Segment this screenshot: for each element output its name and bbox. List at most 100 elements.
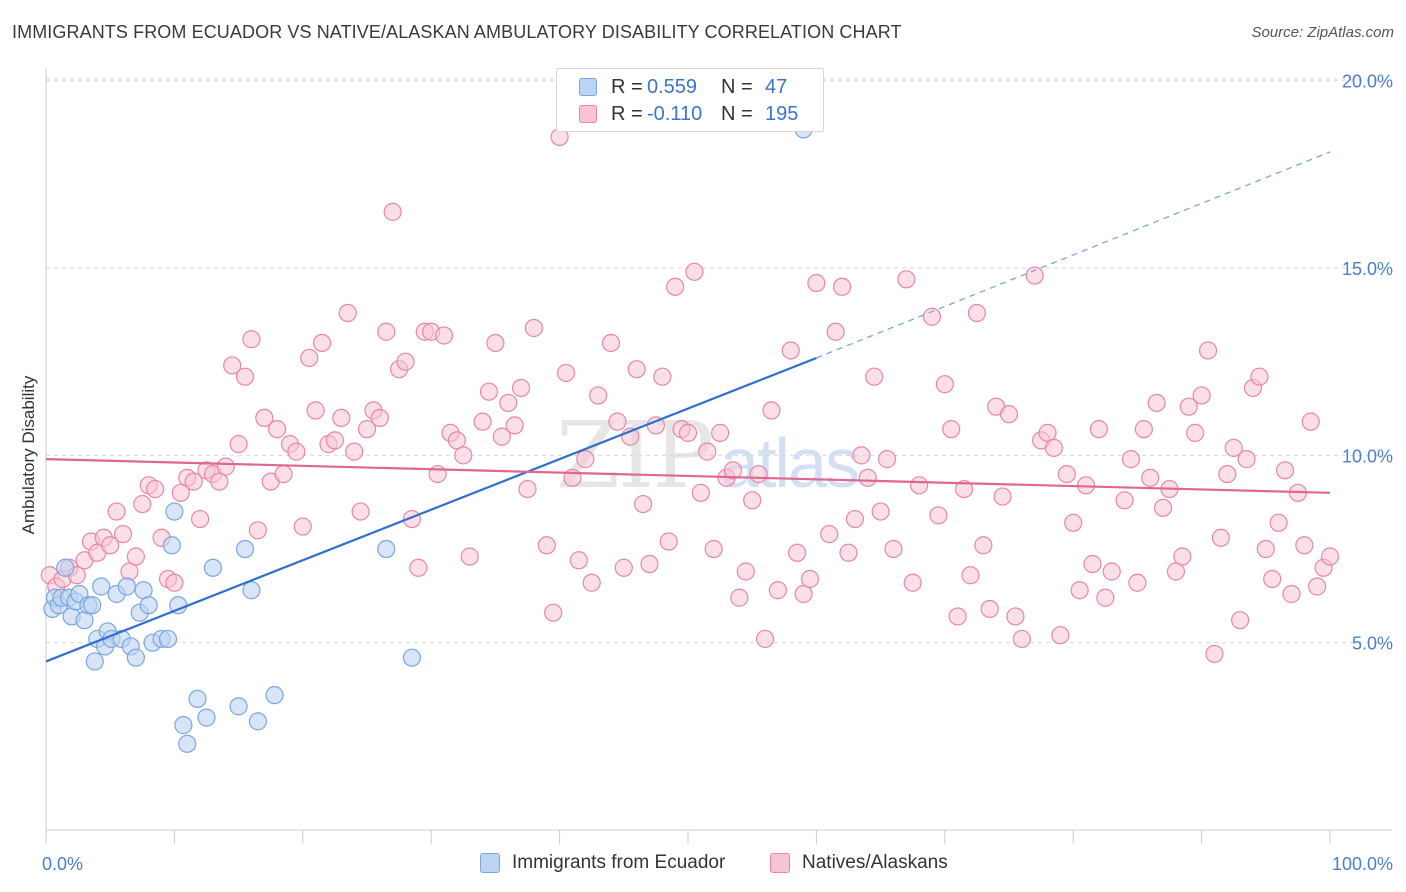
point-natives	[1186, 423, 1205, 442]
point-natives	[1044, 438, 1064, 457]
point-natives	[345, 442, 364, 461]
legend-item-natives[interactable]: Natives/Alaskans	[770, 852, 948, 874]
point-natives	[640, 554, 659, 574]
point-natives	[190, 509, 210, 529]
point-natives	[184, 472, 203, 491]
point-natives	[826, 322, 845, 341]
point-natives	[300, 348, 319, 368]
series-natives	[40, 127, 1340, 664]
axes	[45, 68, 1392, 844]
legend-r-value: -0.110	[647, 102, 703, 125]
point-natives	[858, 468, 877, 487]
point-natives	[659, 532, 678, 551]
point-natives	[524, 318, 544, 338]
point-ecuador	[402, 648, 422, 667]
point-natives	[1083, 554, 1102, 574]
point-natives	[691, 483, 710, 502]
chart-source: Source: ZipAtlas.com	[1251, 24, 1394, 41]
point-natives	[589, 386, 608, 405]
point-ecuador	[235, 539, 255, 559]
point-natives	[762, 401, 781, 420]
point-natives	[601, 333, 621, 353]
point-natives	[492, 427, 511, 446]
point-natives	[1064, 513, 1083, 532]
point-natives	[871, 502, 890, 521]
point-natives	[935, 375, 954, 394]
point-natives	[537, 536, 556, 555]
point-ecuador	[117, 577, 136, 596]
x-tick-label: 100.0%	[1332, 854, 1393, 874]
point-natives	[268, 420, 287, 439]
point-natives	[800, 569, 820, 589]
point-natives	[1141, 468, 1160, 487]
point-natives	[107, 502, 126, 521]
point-natives	[993, 487, 1012, 506]
point-natives	[229, 435, 248, 454]
point-natives	[1224, 438, 1243, 457]
point-natives	[434, 326, 454, 345]
legend-r-value: 0.559	[647, 75, 698, 98]
point-natives	[967, 303, 987, 323]
point-natives	[1096, 588, 1115, 607]
point-natives	[165, 573, 184, 592]
point-natives	[1153, 498, 1173, 517]
point-ecuador	[265, 686, 284, 705]
point-natives	[1256, 539, 1275, 559]
point-natives	[511, 378, 531, 398]
point-natives	[698, 442, 717, 461]
point-natives	[723, 461, 743, 480]
point-natives	[1006, 607, 1025, 626]
point-natives	[1250, 367, 1269, 386]
point-natives	[499, 393, 518, 413]
watermark-atlas: atlas	[720, 424, 860, 502]
point-natives	[1173, 547, 1192, 566]
point-natives	[235, 367, 255, 386]
point-natives	[1070, 581, 1089, 600]
point-natives	[897, 270, 916, 289]
point-natives	[544, 603, 563, 622]
point-natives	[312, 333, 332, 353]
point-natives	[852, 446, 871, 465]
trend-line-ecuador	[45, 356, 817, 663]
point-ecuador	[203, 558, 223, 577]
point-natives	[216, 457, 235, 476]
point-natives	[223, 356, 242, 375]
point-natives	[685, 262, 704, 281]
axis-labels: 5.0% 10.0% 15.0% 20.0% 0.0% 100.0% Ambulatory …	[19, 72, 1393, 874]
point-ecuador	[75, 611, 94, 630]
point-natives	[242, 330, 261, 349]
point-natives	[942, 420, 961, 439]
legend-swatch-ecuador	[480, 853, 500, 873]
point-natives	[788, 543, 807, 562]
point-natives	[332, 408, 351, 428]
correlation-legend: R = 0.559 N = 47 R = -0.110 N = 195	[556, 68, 824, 132]
point-natives	[820, 524, 839, 544]
legend-r-label: R =	[611, 102, 643, 125]
point-natives	[1275, 461, 1295, 480]
point-natives	[1295, 536, 1314, 555]
point-natives	[133, 494, 152, 514]
point-natives	[377, 322, 396, 341]
trend-lines	[45, 151, 1331, 663]
point-natives	[877, 450, 897, 469]
legend-row-ecuador: R = 0.559 N = 47	[579, 74, 787, 100]
point-natives	[1269, 513, 1288, 532]
point-natives	[1115, 491, 1134, 510]
legend-swatch-natives	[579, 105, 597, 123]
point-natives	[1134, 420, 1153, 439]
point-natives	[1198, 341, 1218, 360]
point-natives	[845, 509, 865, 529]
point-natives	[1102, 562, 1121, 581]
point-natives	[794, 584, 813, 604]
legend-item-ecuador[interactable]: Immigrants from Ecuador	[480, 852, 725, 874]
point-natives	[113, 524, 133, 544]
point-natives	[903, 573, 922, 592]
point-natives	[730, 588, 749, 607]
point-natives	[454, 446, 473, 465]
point-natives	[556, 363, 576, 383]
x-tick-label: 0.0%	[42, 854, 83, 874]
point-natives	[370, 408, 389, 428]
point-natives	[1205, 644, 1224, 664]
point-natives	[582, 573, 601, 592]
